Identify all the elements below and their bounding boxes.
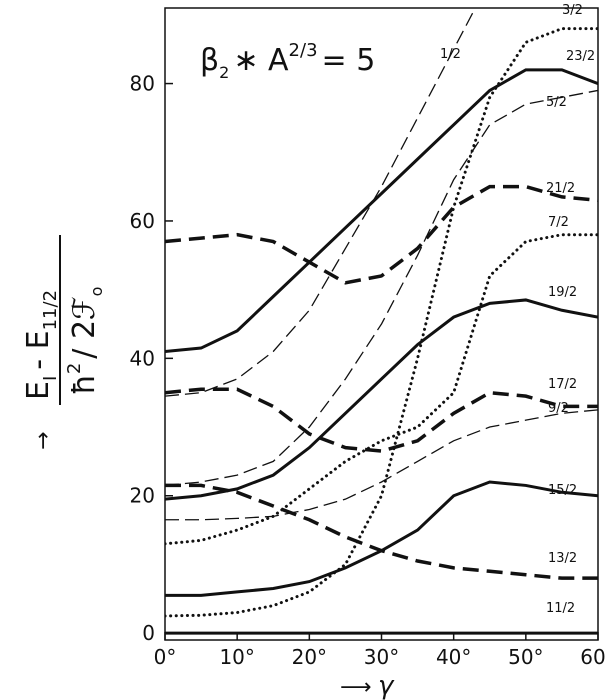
y-arrow: → (31, 432, 56, 450)
series-line (165, 233, 598, 546)
y-label-part: / 2 (67, 320, 102, 359)
y-label-part: ħ (67, 374, 102, 395)
series-label: 3/2 (562, 3, 583, 18)
series-label: 23/2 (566, 49, 595, 64)
y-tick-label: 40 (130, 346, 155, 370)
x-arrow: ⟶ (340, 675, 372, 700)
x-tick-label: 60° (580, 645, 607, 669)
x-tick-label: 0° (154, 645, 177, 669)
series-label: 5/2 (546, 95, 567, 110)
series-line (165, 409, 598, 521)
series-label: 19/2 (548, 285, 577, 300)
x-tick-label: 30° (364, 645, 399, 669)
series-label: 13/2 (548, 551, 577, 566)
y-label-part: I (40, 376, 61, 381)
series-label: 9/2 (548, 401, 569, 416)
y-label-part: - E (21, 330, 56, 369)
x-axis-label: γ (378, 671, 395, 700)
x-tick-label: 40° (436, 645, 471, 669)
x-tick-label: 10° (219, 645, 254, 669)
x-tick-label: 20° (292, 645, 327, 669)
series-label: 15/2 (548, 483, 577, 498)
series-line (165, 68, 598, 353)
series-line (165, 298, 598, 501)
y-tick-label: 80 (130, 72, 155, 96)
x-tick-label: 50° (508, 645, 543, 669)
annotation-part: 2 (219, 63, 229, 82)
y-label-part: 11/2 (40, 290, 61, 330)
series-line (165, 387, 598, 453)
y-label-part: E (21, 381, 56, 400)
series-label: 17/2 (548, 377, 577, 392)
series-label: 7/2 (548, 215, 569, 230)
annotation-part: ∗ A (233, 43, 289, 78)
y-numerator: EI - E11/2 (21, 290, 61, 400)
y-tick-label: 0 (142, 621, 155, 645)
series-line (165, 89, 598, 487)
series-label: 21/2 (546, 181, 575, 196)
y-tick-label: 20 (130, 484, 155, 508)
annotation-part: β (200, 43, 219, 78)
y-label-part: o (87, 287, 106, 297)
series-line (165, 184, 598, 285)
annotation-part: 2/3 (289, 40, 318, 61)
series-label: 1/2 (440, 47, 461, 62)
annotation: β2 ∗ A2/3 = 5 (200, 40, 375, 82)
series-line (165, 8, 477, 397)
y-label-part: 2 (64, 363, 85, 374)
y-denominator: ħ2 / 2ℱo (64, 287, 106, 395)
series-line (165, 27, 598, 618)
series-label: 11/2 (546, 601, 575, 616)
y-axis-label: → EI - E11/2 ħ2 / 2ℱo (21, 235, 106, 450)
y-label-part: ℱ (67, 296, 102, 320)
y-tick-label: 60 (130, 209, 155, 233)
annotation-part: = 5 (322, 43, 376, 78)
plot-lines (165, 8, 598, 635)
series-line (165, 480, 598, 597)
